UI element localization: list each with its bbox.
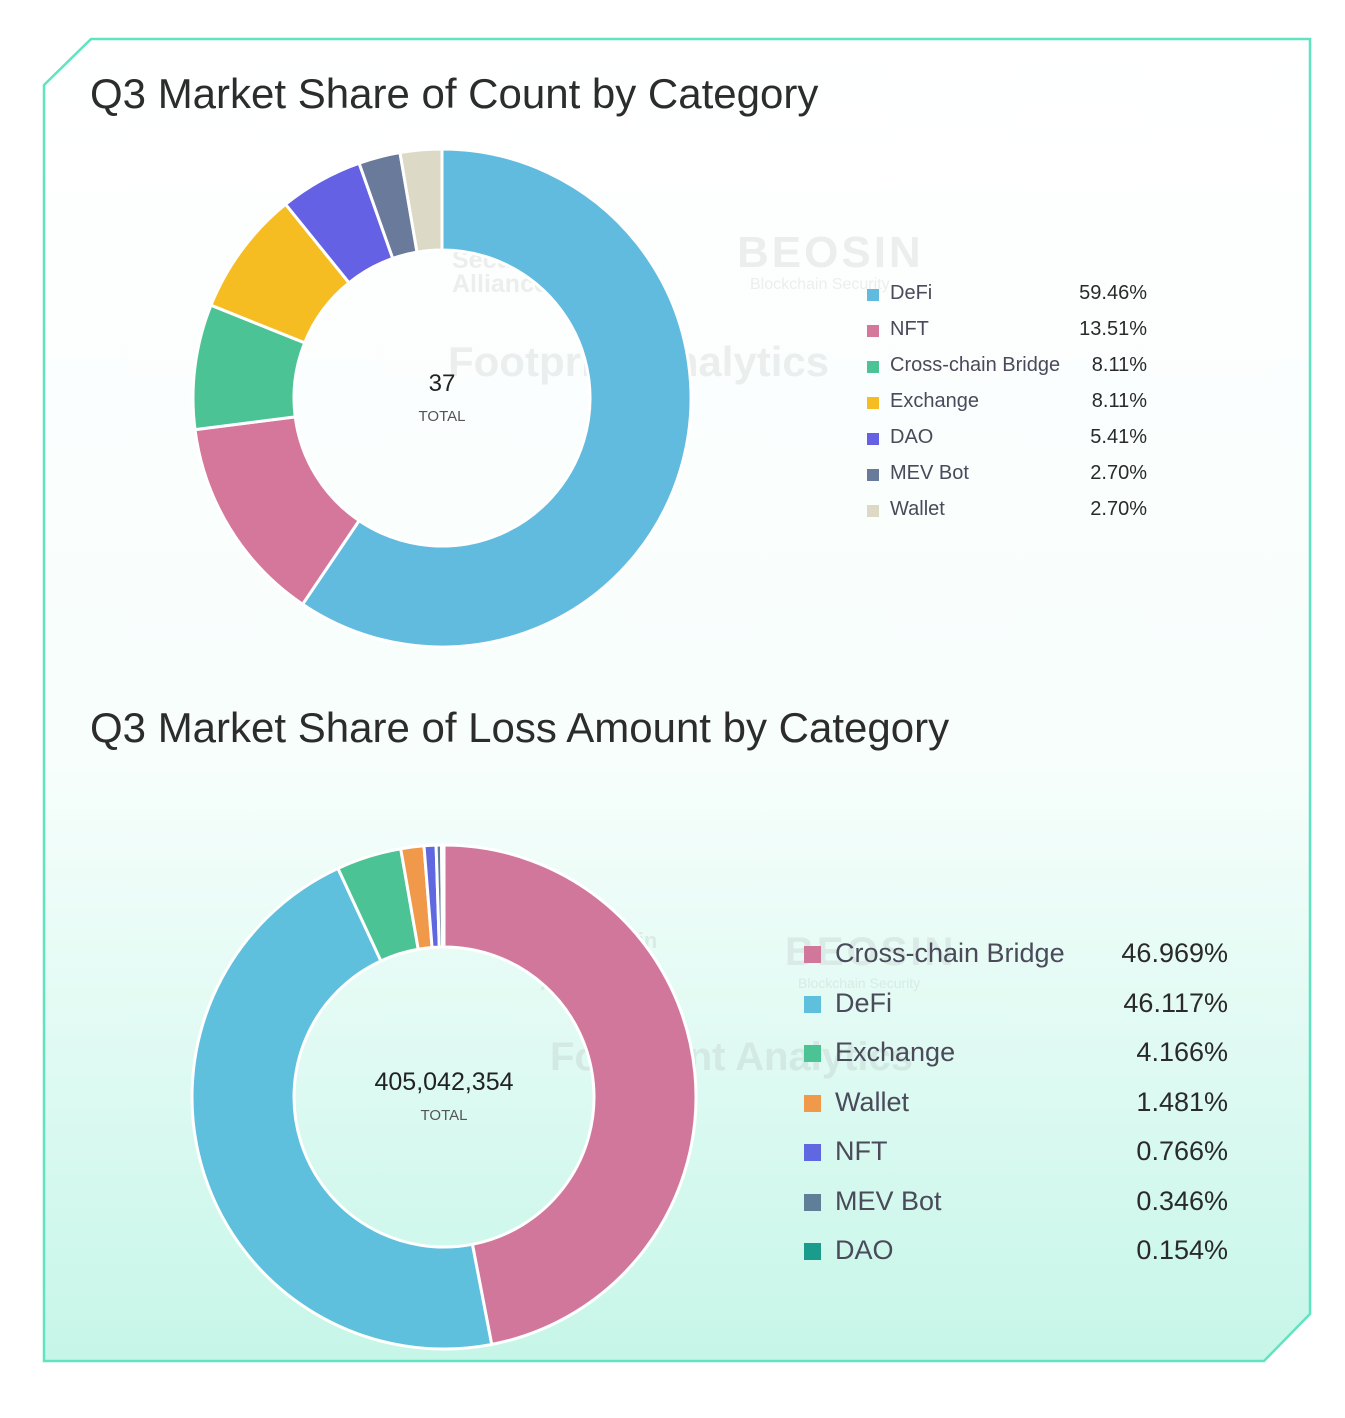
legend-item[interactable]: DAO 0.154% bbox=[804, 1235, 1238, 1285]
center-total-count: 37 bbox=[428, 370, 456, 397]
legend-label: Wallet bbox=[890, 498, 945, 520]
donut-slice-dao[interactable] bbox=[440, 843, 446, 949]
legend-swatch bbox=[804, 1193, 821, 1211]
legend-label: DeFi bbox=[835, 987, 893, 1018]
legend-swatch bbox=[804, 995, 821, 1013]
legend-item[interactable]: Exchange 8.11% bbox=[867, 390, 1157, 426]
legend-item[interactable]: DAO 5.41% bbox=[867, 426, 1157, 462]
legend-value: 59.46% bbox=[1079, 282, 1147, 304]
watermark-beosin-1: BEOSIN bbox=[737, 228, 924, 277]
legend-label: Cross-chain Bridge bbox=[835, 938, 1065, 968]
legend-swatch bbox=[867, 504, 879, 517]
legend-value: 13.51% bbox=[1079, 318, 1147, 340]
legend-value: 0.154% bbox=[1136, 1235, 1228, 1265]
legend-value: 5.41% bbox=[1090, 426, 1147, 448]
legend-value: 8.11% bbox=[1091, 390, 1147, 412]
legend-label: Cross-chain Bridge bbox=[890, 354, 1061, 376]
donut-slice-cross-chain-bridge[interactable] bbox=[442, 843, 698, 1347]
legend-value: 2.70% bbox=[1090, 498, 1147, 520]
legend-item[interactable]: Wallet 1.481% bbox=[804, 1087, 1238, 1137]
donut-slice-wallet[interactable] bbox=[398, 147, 444, 254]
legend-item[interactable]: MEV Bot 2.70% bbox=[867, 462, 1157, 498]
donut-slice-defi[interactable] bbox=[300, 147, 693, 649]
center-label-count: TOTAL bbox=[418, 408, 466, 425]
legend-value: 0.766% bbox=[1136, 1136, 1228, 1166]
legend-value: 4.166% bbox=[1136, 1037, 1228, 1067]
legend-swatch bbox=[867, 468, 879, 481]
legend-value: 46.969% bbox=[1121, 938, 1228, 968]
legend-label: MEV Bot bbox=[890, 462, 969, 484]
legend-item[interactable]: Cross-chain Bridge 8.11% bbox=[867, 354, 1157, 390]
watermark-beosin-sub-1: Blockchain Security bbox=[750, 276, 890, 293]
legend-item[interactable]: Cross-chain Bridge 46.969% bbox=[804, 938, 1238, 988]
legend-swatch bbox=[804, 1243, 821, 1261]
legend-label: DAO bbox=[835, 1235, 894, 1265]
legend-value: 1.481% bbox=[1136, 1086, 1228, 1117]
legend-label: DeFi bbox=[890, 282, 933, 304]
legend-swatch bbox=[804, 946, 821, 964]
legend-label: Wallet bbox=[835, 1086, 910, 1117]
legend-swatch bbox=[867, 396, 879, 409]
legend-swatch bbox=[804, 1144, 821, 1162]
legend-value: 46.117% bbox=[1123, 987, 1228, 1018]
legend-swatch bbox=[867, 432, 879, 445]
legend-swatch bbox=[804, 1094, 821, 1112]
legend-label: MEV Bot bbox=[835, 1185, 942, 1216]
watermark-beosin-sub-2: Blockchain Security bbox=[798, 975, 921, 991]
legend-item[interactable]: DeFi 46.117% bbox=[804, 988, 1238, 1038]
center-label-loss: TOTAL bbox=[420, 1107, 468, 1124]
legend-swatch bbox=[867, 360, 879, 373]
legend-item[interactable]: NFT 0.766% bbox=[804, 1136, 1238, 1186]
legend-item[interactable]: Wallet 2.70% bbox=[867, 498, 1157, 534]
legend-label: NFT bbox=[890, 318, 929, 340]
legend-value: 0.346% bbox=[1136, 1185, 1228, 1216]
donut-slice-defi[interactable] bbox=[190, 866, 494, 1351]
legend-swatch bbox=[867, 324, 879, 337]
legend-label: NFT bbox=[835, 1136, 888, 1166]
legend-label: DAO bbox=[890, 426, 934, 448]
center-total-loss: 405,042,354 bbox=[374, 1068, 514, 1096]
legend-item[interactable]: Exchange 4.166% bbox=[804, 1037, 1238, 1087]
legend-label: Exchange bbox=[890, 390, 979, 412]
legend-value: 2.70% bbox=[1090, 462, 1147, 484]
legend-value: 8.11% bbox=[1091, 354, 1147, 376]
legend-label: Exchange bbox=[835, 1037, 956, 1067]
legend-swatch bbox=[804, 1045, 821, 1063]
legend-item[interactable]: DeFi 59.46% bbox=[867, 282, 1157, 318]
legend-item[interactable]: NFT 13.51% bbox=[867, 318, 1157, 354]
chart-title-loss: Q3 Market Share of Loss Amount by Catego… bbox=[90, 704, 950, 751]
legend-item[interactable]: MEV Bot 0.346% bbox=[804, 1186, 1238, 1236]
legend-swatch bbox=[867, 288, 879, 301]
chart-title-count: Q3 Market Share of Count by Category bbox=[90, 70, 819, 117]
